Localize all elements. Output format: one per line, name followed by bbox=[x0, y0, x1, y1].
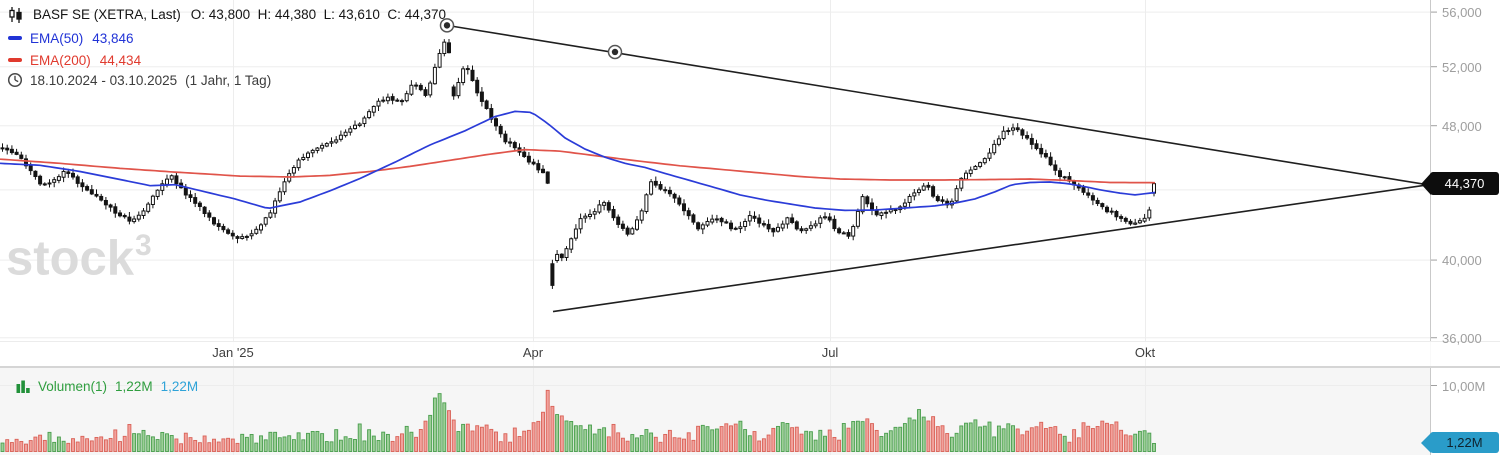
ema200-swatch bbox=[8, 58, 22, 62]
volume-series bbox=[0, 389, 1156, 452]
price-plot-bottom-line bbox=[0, 341, 1500, 342]
date-range: 18.10.2024 - 03.10.2025 bbox=[30, 72, 178, 88]
ohlc-values: O: 43,800 H: 44,380 L: 43,610 C: 44,370 bbox=[190, 6, 446, 22]
time-tick-label: Jul bbox=[821, 345, 839, 360]
ema50-legend[interactable]: EMA(50) 43,846 bbox=[8, 29, 134, 47]
volume-badge-value: 1,22M bbox=[1430, 432, 1499, 453]
period-label: (1 Jahr, 1 Tag) bbox=[185, 72, 272, 88]
price-tick-label: 52,000 bbox=[1442, 59, 1482, 75]
candlestick-icon bbox=[9, 6, 22, 23]
ema50-swatch bbox=[8, 36, 22, 40]
last-volume-badge: 1,22M bbox=[1421, 432, 1499, 453]
ema200-label: EMA(200) bbox=[30, 52, 91, 68]
time-tick-label: Jan '25 bbox=[212, 345, 254, 360]
panel-divider[interactable] bbox=[0, 366, 1500, 368]
volume-last-value: 1,22M bbox=[160, 379, 199, 394]
price-badge-value: 44,370 bbox=[1430, 172, 1499, 195]
ema200-legend[interactable]: EMA(200) 44,434 bbox=[8, 51, 141, 69]
instrument-legend[interactable]: BASF SE (XETRA, Last) O: 43,800 H: 44,38… bbox=[8, 5, 446, 23]
price-tick-label: 56,000 bbox=[1442, 5, 1482, 21]
volume-value: 1,22M bbox=[115, 379, 153, 394]
time-axis-strip[interactable] bbox=[0, 342, 1500, 366]
time-tick-label: Okt bbox=[1134, 345, 1156, 360]
ema50-line[interactable] bbox=[0, 110, 1156, 212]
volume-badge-tip bbox=[1421, 432, 1431, 453]
ema50-value: 43,846 bbox=[92, 30, 134, 46]
instrument-name: BASF SE (XETRA, Last) bbox=[33, 6, 181, 22]
trendline-upper[interactable] bbox=[446, 24, 1429, 186]
price-tick-label: 36,000 bbox=[1442, 330, 1482, 346]
trendline-handle-2[interactable] bbox=[607, 44, 623, 60]
ema50-label: EMA(50) bbox=[30, 30, 84, 46]
volume-legend[interactable]: Volumen(1) 1,22M 1,22M bbox=[16, 379, 198, 394]
volume-label: Volumen(1) bbox=[38, 379, 108, 394]
ema200-value: 44,434 bbox=[99, 52, 142, 68]
stock3-watermark: stock3 bbox=[6, 229, 152, 286]
price-tick-label: 40,000 bbox=[1442, 253, 1482, 269]
clock-icon bbox=[7, 72, 23, 88]
date-range-row[interactable]: 18.10.2024 - 03.10.2025 (1 Jahr, 1 Tag) bbox=[7, 71, 271, 89]
volume-tick-label: 10,00M bbox=[1442, 378, 1486, 394]
price-badge-tip bbox=[1421, 172, 1431, 195]
last-price-badge: 44,370 bbox=[1421, 172, 1499, 195]
candle-series bbox=[0, 39, 1156, 289]
volume-bars-icon bbox=[16, 380, 30, 393]
ema200-line[interactable] bbox=[0, 148, 1156, 184]
price-tick-label: 48,000 bbox=[1442, 118, 1482, 134]
trendline-lower[interactable] bbox=[552, 184, 1429, 313]
time-tick-label: Apr bbox=[522, 345, 544, 360]
trendline-handle-1[interactable] bbox=[439, 18, 455, 33]
